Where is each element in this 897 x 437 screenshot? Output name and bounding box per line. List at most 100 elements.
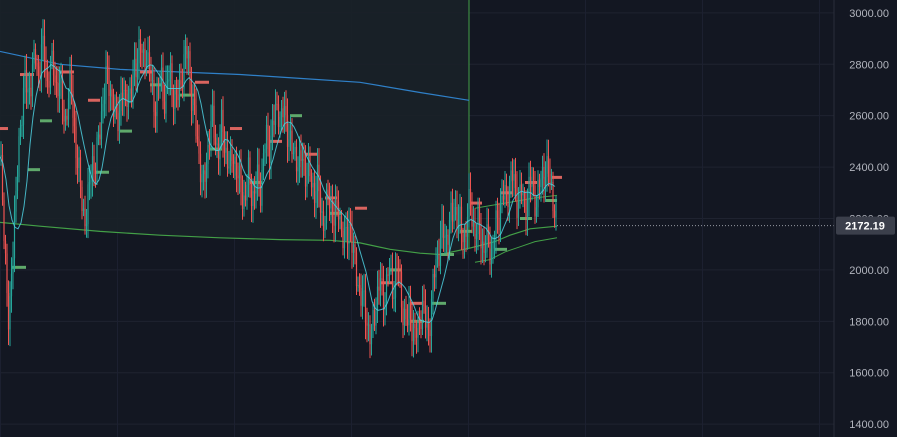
candle-body: [549, 173, 551, 184]
band-lower-line: [474, 237, 558, 263]
candle-body: [447, 234, 449, 245]
candle-body: [162, 67, 164, 102]
candle-body: [108, 67, 110, 96]
candle-body: [340, 215, 343, 231]
candle-body: [223, 141, 226, 153]
candle-body: [372, 310, 374, 330]
candle-body: [208, 145, 211, 148]
candle-body: [183, 54, 185, 89]
candle-body: [153, 80, 155, 112]
candle-body: [180, 80, 182, 85]
price-tick-label: 2400.00: [849, 162, 889, 174]
candle-body: [172, 90, 175, 109]
candle-body: [259, 186, 262, 206]
candle-body: [238, 165, 241, 179]
candle-body: [78, 157, 80, 168]
candle-body: [138, 39, 140, 64]
candle-body: [130, 88, 133, 102]
candle-body: [496, 210, 499, 218]
price-tick-label: 1800.00: [849, 316, 889, 328]
candle-body: [454, 207, 457, 215]
candle-body: [382, 278, 385, 311]
candle-body: [270, 135, 272, 163]
candle-body: [354, 244, 356, 253]
last-price-tag-bg: [836, 216, 895, 235]
candle-body: [442, 220, 445, 238]
candle-body: [225, 147, 227, 153]
candle-body: [508, 181, 511, 208]
candle-body: [543, 166, 545, 186]
candle-body: [477, 204, 479, 234]
candle-body: [199, 153, 202, 183]
candle-body: [417, 316, 419, 338]
candle-body: [10, 273, 13, 297]
candle-body: [501, 196, 503, 205]
candle-body: [168, 79, 170, 82]
candle-body: [364, 290, 367, 323]
candle-body: [327, 189, 329, 196]
candle-body: [546, 156, 548, 177]
candle-body: [214, 137, 217, 145]
candle-body: [210, 121, 212, 148]
candle-body: [319, 191, 322, 213]
candle-body: [234, 156, 236, 164]
candle-body: [360, 288, 362, 306]
price-tick-label: 1400.00: [849, 419, 889, 431]
candle-body: [141, 50, 143, 53]
candle-body: [232, 161, 235, 164]
candle-body: [24, 70, 26, 88]
candle-body: [195, 105, 197, 137]
candle-body: [163, 101, 166, 114]
candle-body: [52, 50, 55, 76]
candle-body: [241, 192, 244, 209]
candle-body: [79, 157, 82, 187]
candle-body: [37, 66, 40, 76]
candle-body: [324, 223, 326, 231]
candle-body: [159, 80, 161, 86]
candle-body: [489, 240, 491, 265]
candle-body: [184, 46, 187, 55]
candle-body: [511, 170, 514, 181]
candle-body: [465, 232, 467, 237]
candle-body: [220, 109, 223, 132]
candle-body: [36, 63, 38, 67]
price-axis[interactable]: 3000.002800.002600.002400.002200.002000.…: [849, 8, 889, 431]
candle-body: [394, 268, 397, 298]
candle-body: [279, 116, 281, 127]
candle-body: [121, 92, 124, 100]
candle-body: [300, 150, 302, 161]
candle-body: [33, 48, 35, 65]
candle-body: [376, 286, 379, 312]
plot-area[interactable]: [0, 0, 834, 359]
candle-body: [117, 112, 119, 132]
candle-body: [57, 82, 59, 97]
candle-body: [495, 210, 497, 238]
last-price-tag: 2172.19: [836, 216, 895, 235]
candle-body: [135, 58, 137, 78]
candle-body: [507, 194, 509, 208]
candle-body: [384, 302, 386, 310]
candle-body: [91, 156, 94, 181]
candle-body: [528, 176, 530, 201]
candle-body: [444, 236, 446, 238]
candle-body: [106, 66, 109, 68]
candle-body: [165, 82, 167, 114]
price-tick-label: 2800.00: [849, 59, 889, 71]
candle-body: [276, 103, 278, 105]
candle-body: [463, 232, 466, 243]
candle-body: [235, 156, 238, 176]
candle-body: [45, 61, 47, 73]
candle-body: [456, 207, 458, 230]
candle-body: [171, 63, 173, 91]
candle-body: [277, 104, 280, 127]
candle-body: [523, 192, 526, 199]
candle-body: [514, 174, 517, 188]
candle-body: [313, 183, 316, 203]
candle-body: [328, 195, 331, 209]
candle-body: [70, 70, 73, 92]
candle-body: [42, 35, 44, 45]
candle-body: [282, 108, 284, 118]
candle-body: [190, 78, 193, 111]
candle-body: [474, 221, 476, 239]
